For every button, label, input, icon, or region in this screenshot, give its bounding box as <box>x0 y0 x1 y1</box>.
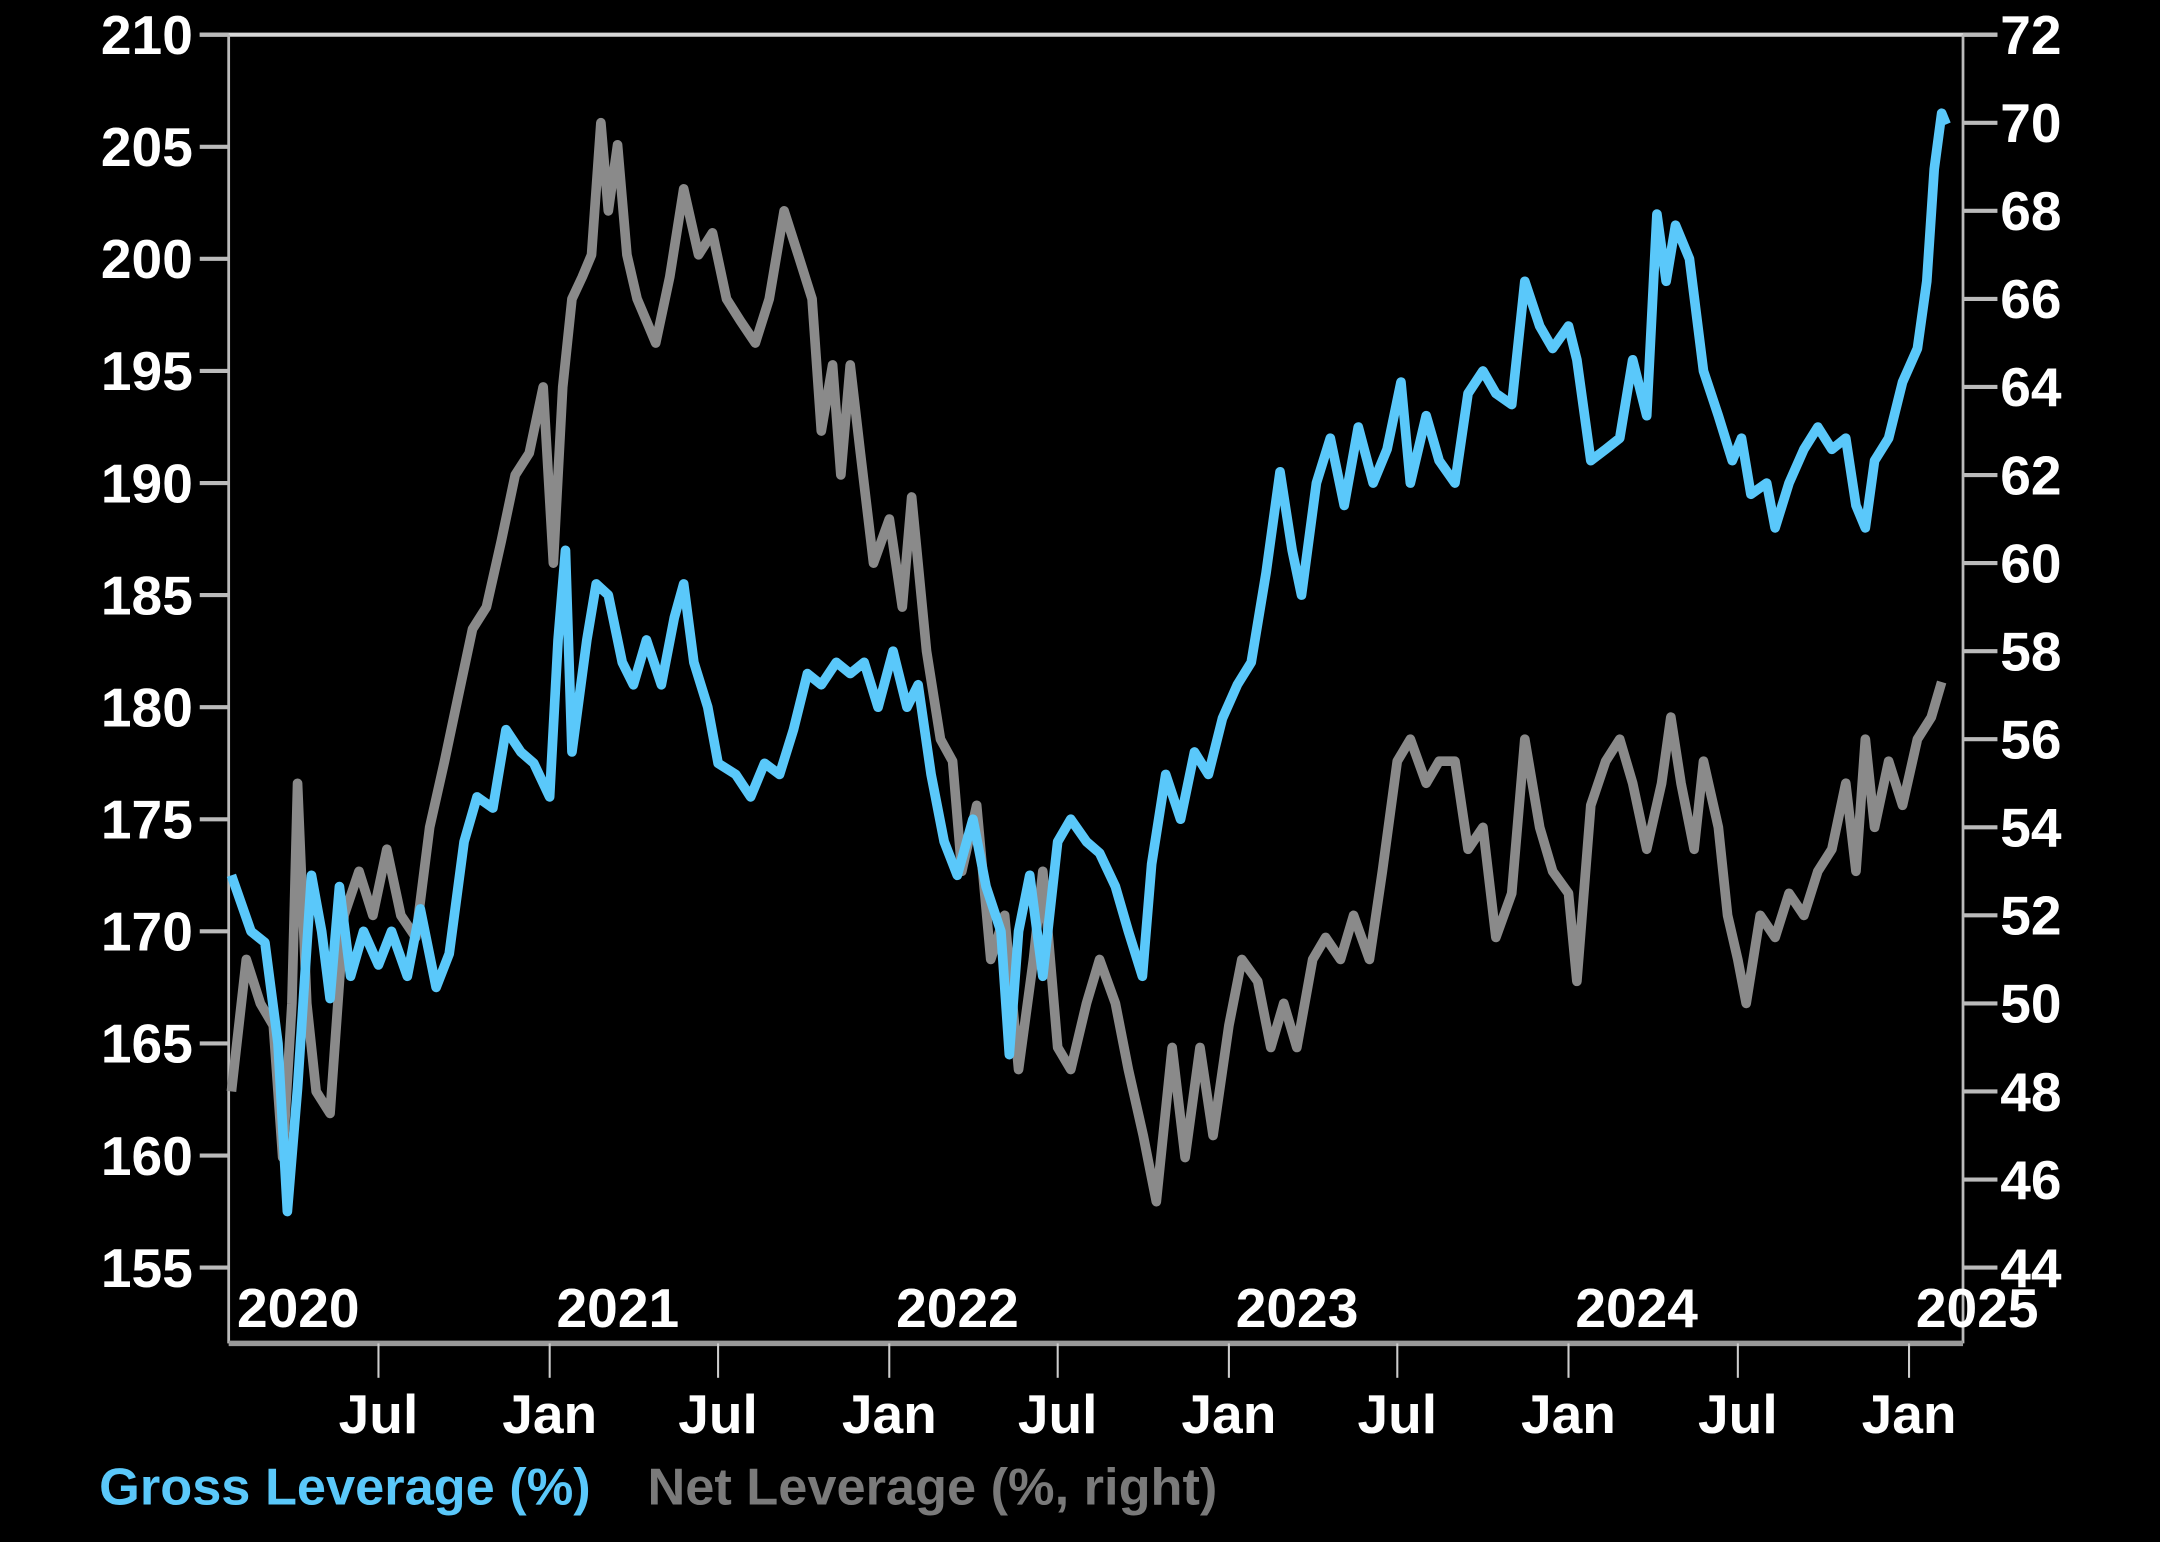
right-tick-label: 62 <box>2000 444 2061 506</box>
year-label: 2021 <box>557 1277 680 1339</box>
right-tick-label: 54 <box>2000 797 2062 859</box>
right-tick-label: 66 <box>2000 268 2061 330</box>
month-tick-label: Jul <box>339 1383 419 1445</box>
left-tick-label: 205 <box>101 116 193 178</box>
legend: Gross Leverage (%) Net Leverage (%, righ… <box>99 1459 1217 1517</box>
right-tick-label: 68 <box>2000 180 2061 242</box>
left-tick-label: 210 <box>101 4 193 66</box>
net-leverage-line <box>226 117 1947 1207</box>
right-tick-label: 72 <box>2000 4 2061 66</box>
year-label: 2024 <box>1575 1277 1698 1339</box>
right-tick-label: 46 <box>2000 1149 2061 1211</box>
left-tick-label: 160 <box>101 1125 193 1187</box>
left-tick-label: 170 <box>101 901 193 963</box>
year-label: 2022 <box>896 1277 1019 1339</box>
left-tick-label: 155 <box>101 1237 193 1299</box>
left-tick-label: 190 <box>101 452 193 514</box>
gross-leverage-line <box>226 108 1951 1217</box>
year-label: 2023 <box>1236 1277 1359 1339</box>
right-tick-label: 56 <box>2000 709 2061 771</box>
month-tick-label: Jul <box>1698 1383 1778 1445</box>
legend-gross-leverage: Gross Leverage (%) <box>99 1459 591 1517</box>
right-tick-label: 60 <box>2000 532 2061 594</box>
left-tick-label: 165 <box>101 1013 193 1075</box>
year-label: 2020 <box>237 1277 360 1339</box>
month-tick-label: Jan <box>842 1383 937 1445</box>
right-tick-label: 50 <box>2000 973 2061 1035</box>
month-tick-label: Jan <box>1521 1383 1616 1445</box>
month-tick-label: Jul <box>1018 1383 1098 1445</box>
chart-frame <box>199 32 1998 1347</box>
left-tick-label: 200 <box>101 228 193 290</box>
month-tick-label: Jan <box>1181 1383 1276 1445</box>
right-tick-label: 52 <box>2000 885 2061 947</box>
month-tick-label: Jan <box>502 1383 597 1445</box>
axis-ticks: 155 160 165 170 175 180 185 190 195 200 205 210 44 46… <box>101 4 2062 1445</box>
right-tick-label: 64 <box>2000 356 2062 418</box>
month-tick-label: Jul <box>1357 1383 1437 1445</box>
left-tick-label: 195 <box>101 340 193 402</box>
left-tick-label: 175 <box>101 789 193 851</box>
left-tick-label: 180 <box>101 676 193 738</box>
right-tick-label: 48 <box>2000 1061 2061 1123</box>
month-tick-label: Jul <box>678 1383 758 1445</box>
right-tick-label: 44 <box>2000 1237 2062 1299</box>
month-tick-label: Jan <box>1862 1383 1957 1445</box>
series-lines <box>226 108 1951 1217</box>
right-tick-label: 58 <box>2000 620 2061 682</box>
right-tick-label: 70 <box>2000 92 2061 154</box>
left-tick-label: 185 <box>101 564 193 626</box>
year-label: 2025 <box>1916 1277 2039 1339</box>
legend-net-leverage: Net Leverage (%, right) <box>647 1459 1217 1517</box>
